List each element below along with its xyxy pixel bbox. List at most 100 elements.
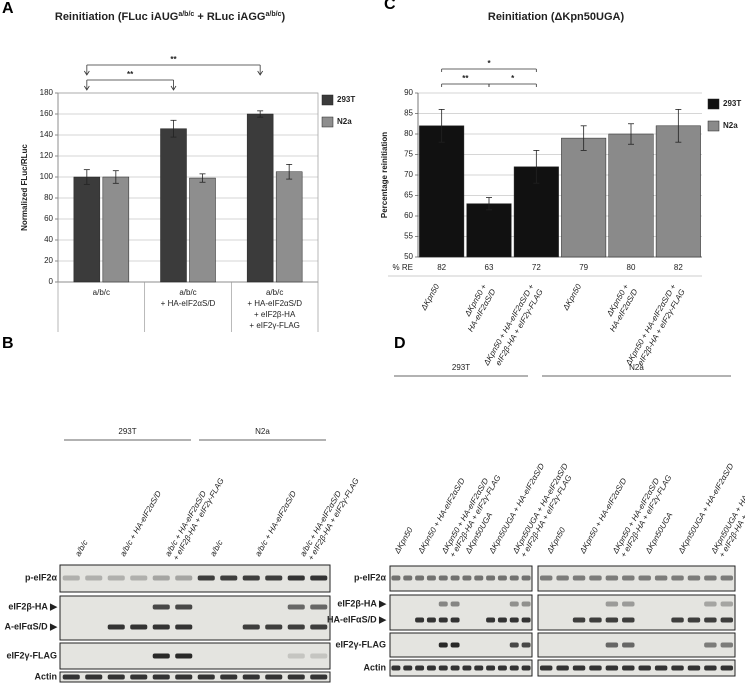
blot-band bbox=[462, 665, 472, 671]
blot-band bbox=[438, 617, 448, 623]
y-tick-label: 0 bbox=[49, 277, 54, 286]
blot-band bbox=[130, 575, 148, 581]
y-tick-label: 100 bbox=[40, 172, 54, 181]
lane-label: + eIF2β-HA + eIF2γ-FLAG bbox=[306, 476, 361, 562]
error-bar bbox=[486, 197, 492, 211]
blot-band bbox=[720, 601, 734, 607]
blot-band bbox=[671, 665, 684, 671]
significance-arrow bbox=[257, 70, 264, 76]
row-label: eIF2β-HA ▶ bbox=[337, 598, 387, 608]
title-part: ) bbox=[281, 11, 285, 23]
blot-band bbox=[509, 575, 519, 581]
blot-band bbox=[486, 617, 496, 623]
blot-band bbox=[415, 665, 425, 671]
blot-band bbox=[521, 642, 531, 648]
re-value: 82 bbox=[674, 263, 683, 272]
blot-band bbox=[310, 674, 328, 680]
blot-band bbox=[265, 624, 283, 630]
blot-band bbox=[175, 604, 193, 610]
bar bbox=[608, 133, 654, 258]
blot-band bbox=[605, 575, 619, 581]
significance-label: * bbox=[487, 59, 491, 68]
blot-band bbox=[152, 653, 170, 659]
blot-band bbox=[462, 575, 472, 581]
x-tick-label: a/b/c bbox=[266, 288, 283, 297]
y-tick-label: 180 bbox=[40, 88, 54, 97]
blot-band bbox=[704, 642, 717, 648]
blot-band bbox=[391, 575, 401, 581]
significance-label: * bbox=[511, 74, 515, 83]
blot-band bbox=[486, 575, 496, 581]
row-label: p-eIF2α bbox=[354, 572, 387, 582]
blot-band bbox=[175, 674, 193, 680]
error-bar bbox=[112, 170, 119, 184]
blot-frame bbox=[59, 595, 331, 641]
blot-band bbox=[197, 575, 215, 581]
plot-frame bbox=[57, 92, 319, 283]
legend-label: 293T bbox=[337, 95, 355, 104]
blot-band bbox=[720, 642, 734, 648]
chart-title: Reinitiation (ΔKpn50UGA) bbox=[488, 11, 625, 23]
blot-band bbox=[438, 642, 448, 648]
blot-band bbox=[403, 665, 413, 671]
blot-band bbox=[287, 604, 305, 610]
blot-frame bbox=[59, 642, 331, 670]
blot-band bbox=[556, 665, 569, 671]
panel-label: B bbox=[2, 335, 14, 352]
blot-frame bbox=[537, 565, 736, 592]
blot-band bbox=[654, 665, 668, 671]
blot-band bbox=[287, 624, 305, 630]
lane-label: ΔKpn50 bbox=[545, 525, 568, 556]
row-label: HA-eIFαS/D ▶ bbox=[327, 614, 387, 624]
blot-band bbox=[486, 665, 496, 671]
significance-label: ** bbox=[127, 70, 134, 79]
blot-band bbox=[589, 575, 602, 581]
blot-frame bbox=[389, 565, 533, 592]
blot-frame bbox=[537, 594, 736, 631]
blot-band bbox=[220, 674, 238, 680]
blot-band bbox=[622, 617, 635, 623]
significance-label: ** bbox=[462, 74, 469, 83]
error-bar bbox=[675, 109, 682, 143]
blot-band bbox=[438, 665, 448, 671]
error-bar bbox=[286, 163, 293, 180]
blot-band bbox=[175, 624, 193, 630]
blot-band bbox=[287, 674, 305, 680]
re-value: 72 bbox=[532, 263, 541, 272]
blot-band bbox=[589, 665, 602, 671]
blot-band bbox=[572, 665, 586, 671]
blot-band bbox=[572, 575, 586, 581]
blot-band bbox=[671, 575, 684, 581]
y-tick-label: 20 bbox=[44, 256, 53, 265]
blot-band bbox=[497, 665, 507, 671]
y-tick-label: 60 bbox=[404, 211, 413, 220]
blot-band bbox=[521, 665, 531, 671]
blot-band bbox=[589, 617, 602, 623]
blot-band bbox=[521, 601, 531, 607]
blot-band bbox=[107, 575, 125, 581]
re-value: 80 bbox=[627, 263, 636, 272]
blot-band bbox=[415, 575, 425, 581]
group-header: N2a bbox=[629, 363, 644, 372]
blot-band bbox=[242, 575, 260, 581]
blot-band bbox=[687, 617, 701, 623]
panel-label: C bbox=[384, 0, 396, 13]
blot-band bbox=[497, 617, 507, 623]
x-tick-label: a/b/c bbox=[93, 288, 110, 297]
lane-label: a/b/c bbox=[73, 539, 89, 559]
blot-band bbox=[426, 617, 436, 623]
blot-band bbox=[704, 601, 717, 607]
blot-band bbox=[509, 617, 519, 623]
blot-band bbox=[704, 617, 717, 623]
blot-band bbox=[720, 665, 734, 671]
y-tick-label: 80 bbox=[404, 129, 413, 138]
blot-frame bbox=[389, 632, 533, 658]
blot-band bbox=[509, 665, 519, 671]
blot-band bbox=[152, 604, 170, 610]
x-tick-label: ΔKpn50 bbox=[561, 282, 584, 313]
blot-band bbox=[310, 575, 328, 581]
blot-band bbox=[509, 642, 519, 648]
y-tick-label: 120 bbox=[40, 151, 54, 160]
panel-label: A bbox=[2, 0, 14, 17]
re-value: 82 bbox=[437, 263, 446, 272]
